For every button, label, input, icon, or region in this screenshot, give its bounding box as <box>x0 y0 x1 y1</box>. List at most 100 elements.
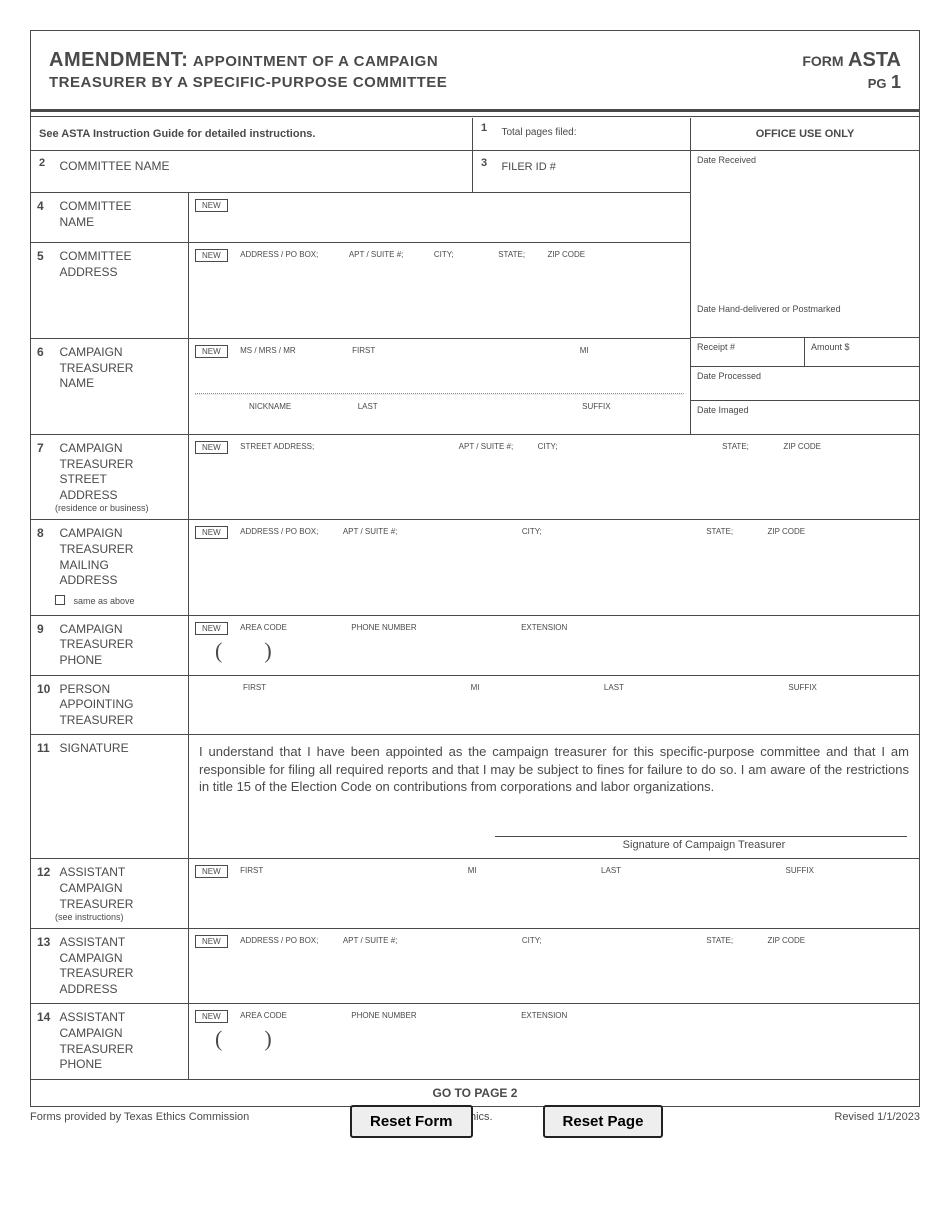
hint-first: FIRST <box>240 866 263 875</box>
go-to-page-2: GO TO PAGE 2 <box>31 1079 919 1106</box>
hint-state: STATE; <box>498 250 525 259</box>
committee-name-cell: 2 COMMITTEE NAME <box>31 151 473 193</box>
row-13-label: 13 ASSISTANT CAMPAIGN TREASURER ADDRESS <box>31 929 189 1004</box>
new-badge: NEW <box>195 441 228 454</box>
new-badge: NEW <box>195 935 228 948</box>
hint-zip: ZIP CODE <box>768 936 806 945</box>
row-7-text: CAMPAIGN TREASURER STREET ADDRESS <box>59 441 133 503</box>
office-receipt-amount: Receipt # Amount $ <box>691 338 919 367</box>
footer-revised: Revised 1/1/2023 <box>834 1111 920 1123</box>
hint-area: AREA CODE <box>240 1011 287 1020</box>
hint-apt: APT / SUITE #; <box>349 250 404 259</box>
hint-mi: MI <box>471 683 480 692</box>
phone-parens: () <box>215 638 913 664</box>
title-line-2: TREASURER BY A SPECIFIC-PURPOSE COMMITTE… <box>49 74 802 91</box>
footer-provider: Forms provided by Texas Ethics Commissio… <box>30 1111 249 1123</box>
form-header: AMENDMENT: APPOINTMENT OF A CAMPAIGN TRE… <box>31 31 919 99</box>
row-7-sub: (residence or business) <box>55 503 182 513</box>
row-11-body: I understand that I have been appointed … <box>189 735 919 859</box>
hint-last: LAST <box>604 683 624 692</box>
hint-first: FIRST <box>243 683 266 692</box>
hint-suffix: SUFFIX <box>788 683 816 692</box>
hint-zip: ZIP CODE <box>768 527 806 536</box>
new-badge: NEW <box>195 526 228 539</box>
hint-last: LAST <box>601 866 621 875</box>
title-line-1: APPOINTMENT OF A CAMPAIGN <box>193 53 438 70</box>
row-14-body[interactable]: NEW AREA CODE PHONE NUMBER EXTENSION () <box>189 1004 919 1078</box>
hint-first: FIRST <box>352 346 375 355</box>
row-5-text: COMMITTEE ADDRESS <box>59 249 131 280</box>
dotted-divider <box>195 393 684 395</box>
row-9-body[interactable]: NEW AREA CODE PHONE NUMBER EXTENSION () <box>189 616 919 676</box>
hint-area: AREA CODE <box>240 623 287 632</box>
row-4-num: 4 <box>37 199 55 213</box>
row-5-body[interactable]: NEW ADDRESS / PO BOX; APT / SUITE #; CIT… <box>189 243 691 339</box>
row-7-body[interactable]: NEW STREET ADDRESS; APT / SUITE #; CITY;… <box>189 435 919 520</box>
row-4-text: COMMITTEE NAME <box>59 199 131 230</box>
new-badge: NEW <box>195 249 228 262</box>
hint-state: STATE; <box>706 936 733 945</box>
hint-ext: EXTENSION <box>521 623 567 632</box>
reset-form-button[interactable]: Reset Form <box>350 1105 473 1138</box>
hint-address: ADDRESS / PO BOX; <box>240 527 318 536</box>
field-3-num: 3 <box>481 157 497 169</box>
hint-suffix: SUFFIX <box>786 866 814 875</box>
amendment-label: AMENDMENT: <box>49 49 188 71</box>
hint-city: CITY; <box>522 527 542 536</box>
hint-apt: APT / SUITE #; <box>459 442 514 451</box>
hint-zip: ZIP CODE <box>783 442 821 451</box>
hint-mi: MI <box>468 866 477 875</box>
hint-apt: APT / SUITE #; <box>343 936 398 945</box>
hint-address: ADDRESS / PO BOX; <box>240 936 318 945</box>
row-8-num: 8 <box>37 526 55 540</box>
hint-street: STREET ADDRESS; <box>240 442 314 451</box>
row-14-num: 14 <box>37 1010 55 1024</box>
row-6-label: 6 CAMPAIGN TREASURER NAME <box>31 339 189 435</box>
signature-statement: I understand that I have been appointed … <box>195 739 913 796</box>
row-12-body[interactable]: NEW FIRST MI LAST SUFFIX <box>189 859 919 929</box>
row-8-body[interactable]: NEW ADDRESS / PO BOX; APT / SUITE #; CIT… <box>189 520 919 615</box>
hint-state: STATE; <box>706 527 733 536</box>
instruction-cell: See ASTA Instruction Guide for detailed … <box>31 118 473 151</box>
row-13-text: ASSISTANT CAMPAIGN TREASURER ADDRESS <box>59 935 133 997</box>
office-date-hand: Date Hand-delivered or Postmarked <box>691 300 919 338</box>
reset-page-button[interactable]: Reset Page <box>543 1105 664 1138</box>
header-form-code: FORM ASTA PG 1 <box>802 49 901 93</box>
row-11-num: 11 <box>37 741 55 755</box>
row-10-label: 10 PERSON APPOINTING TREASURER <box>31 676 189 736</box>
row-8-same: same as above <box>73 596 134 606</box>
office-column: Date Hand-delivered or Postmarked Receip… <box>691 193 919 435</box>
new-badge: NEW <box>195 622 228 635</box>
divider <box>31 109 919 112</box>
row-4-body[interactable]: NEW <box>189 193 691 243</box>
new-badge: NEW <box>195 345 228 358</box>
office-receipt: Receipt # <box>691 338 805 366</box>
header-title-block: AMENDMENT: APPOINTMENT OF A CAMPAIGN TRE… <box>49 49 802 93</box>
row-6-text: CAMPAIGN TREASURER NAME <box>59 345 133 392</box>
row-12-sub: (see instructions) <box>55 912 182 922</box>
row-9-num: 9 <box>37 622 55 636</box>
row-6-body[interactable]: NEW MS / MRS / MR FIRST MI NICKNAME LAST… <box>189 339 691 435</box>
phone-parens: () <box>215 1026 913 1052</box>
row-14-label: 14 ASSISTANT CAMPAIGN TREASURER PHONE <box>31 1004 189 1078</box>
row-13-body[interactable]: NEW ADDRESS / PO BOX; APT / SUITE #; CIT… <box>189 929 919 1004</box>
hint-city: CITY; <box>434 250 454 259</box>
divider <box>31 116 919 117</box>
row-2-3: 2 COMMITTEE NAME 3 FILER ID # Date Recei… <box>31 151 919 193</box>
hint-title: MS / MRS / MR <box>240 346 296 355</box>
top-row: See ASTA Instruction Guide for detailed … <box>31 118 919 151</box>
row-10-num: 10 <box>37 682 55 696</box>
form-code: ASTA <box>848 49 901 71</box>
row-11-text: SIGNATURE <box>59 741 128 757</box>
hint-address: ADDRESS / PO BOX; <box>240 250 318 259</box>
same-as-above-checkbox[interactable] <box>55 595 65 605</box>
field-1-num: 1 <box>481 122 497 134</box>
row-5-label: 5 COMMITTEE ADDRESS <box>31 243 189 339</box>
filer-id-cell: 3 FILER ID # <box>473 151 691 193</box>
hint-ext: EXTENSION <box>521 1011 567 1020</box>
row-10-body[interactable]: FIRST MI LAST SUFFIX <box>189 676 919 736</box>
signature-line[interactable] <box>495 836 907 837</box>
hint-state: STATE; <box>722 442 749 451</box>
signature-caption: Signature of Campaign Treasurer <box>495 839 913 851</box>
office-use-header: OFFICE USE ONLY <box>691 118 919 151</box>
